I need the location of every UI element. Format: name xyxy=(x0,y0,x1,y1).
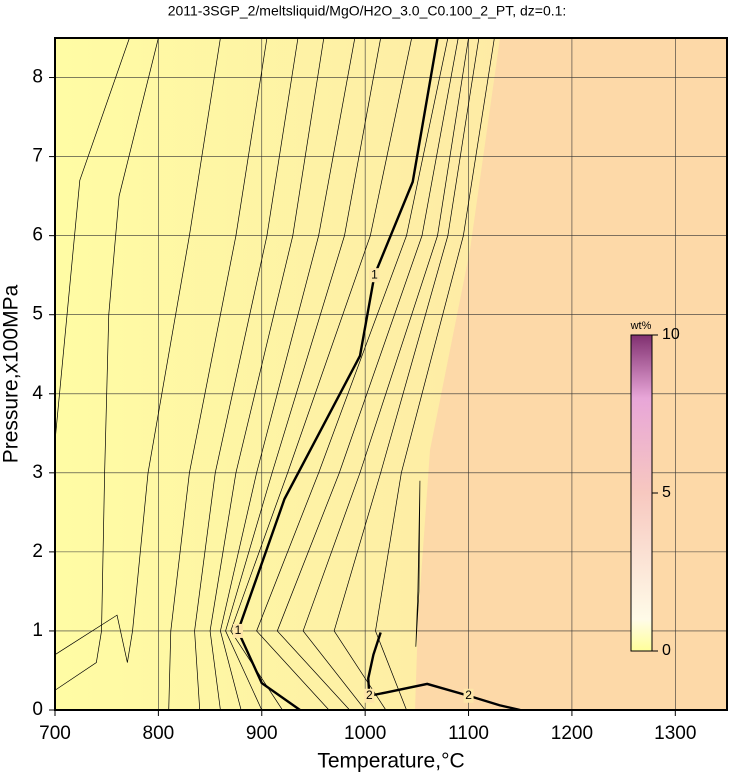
x-tick-label: 700 xyxy=(39,723,71,744)
frame xyxy=(54,37,728,711)
x-tick-label: 900 xyxy=(246,723,278,744)
colorbar-label: wt% xyxy=(630,320,652,332)
x-tick-label: 1200 xyxy=(551,723,593,744)
major-contour xyxy=(236,38,439,710)
contour xyxy=(55,38,221,663)
contour-label-bg xyxy=(369,268,380,283)
colorbar xyxy=(630,334,653,652)
y-tick-label: 2 xyxy=(32,541,43,562)
contour xyxy=(333,38,480,710)
colorbar-tick-label: 0 xyxy=(662,642,671,659)
x-tick-label: 800 xyxy=(143,723,175,744)
contour-label-bg xyxy=(463,688,474,703)
contour xyxy=(168,38,268,710)
y-tick-label: 3 xyxy=(32,462,43,483)
contour-label-bg xyxy=(232,623,243,638)
x-tick-label: 1100 xyxy=(448,723,489,744)
contour xyxy=(209,38,325,710)
contour xyxy=(230,38,413,710)
colorbar-tick-label: 5 xyxy=(662,484,671,501)
contour-label: 2 xyxy=(465,688,472,702)
y-tick-label: 4 xyxy=(32,383,43,404)
contour-label: 2 xyxy=(366,688,373,702)
contour xyxy=(375,38,495,710)
x-tick-label: 1300 xyxy=(654,723,696,744)
contour xyxy=(256,38,449,710)
contour xyxy=(220,38,356,710)
y-tick-label: 0 xyxy=(32,699,43,720)
y-tick-label: 8 xyxy=(32,67,43,88)
y-axis-label: Pressure,x100MPa xyxy=(0,284,23,463)
contour xyxy=(225,38,382,710)
contour-label: 1 xyxy=(235,623,242,637)
chart-title: 2011-3SGP_2/meltsliquid/MgO/H2O_3.0_C0.1… xyxy=(168,3,567,19)
contour xyxy=(276,38,459,710)
y-tick-label: 6 xyxy=(32,225,43,246)
contour xyxy=(194,38,299,710)
contour xyxy=(55,38,130,442)
y-tick-label: 5 xyxy=(32,304,43,325)
contour xyxy=(55,38,159,691)
colorbar-tick-label: 10 xyxy=(662,326,680,343)
y-tick-label: 7 xyxy=(32,146,43,167)
contour-label-bg xyxy=(364,688,375,703)
y-tick-label: 1 xyxy=(32,620,43,641)
contour-label: 1 xyxy=(371,267,378,281)
contour xyxy=(302,38,469,710)
x-axis-label: Temperature,°C xyxy=(317,750,464,773)
major-contour xyxy=(367,632,521,710)
x-tick-label: 1000 xyxy=(344,723,386,744)
